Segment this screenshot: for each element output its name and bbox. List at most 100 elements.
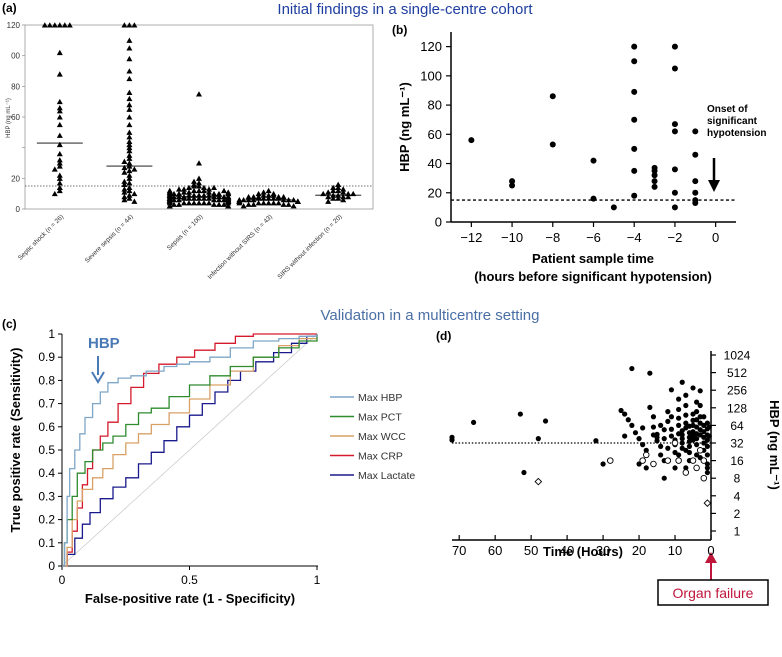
panel-d-point	[676, 422, 682, 428]
panel-d-point	[647, 404, 653, 411]
panel-d-open-diamond	[703, 499, 712, 507]
panel-a-point	[265, 192, 272, 198]
panel-d-arrow-head-icon	[705, 552, 717, 563]
panel-a-point	[250, 201, 257, 207]
panel-a-point	[181, 186, 187, 192]
panel-a-point	[206, 186, 212, 192]
panel-a-point	[56, 180, 63, 186]
panel-a-point	[51, 190, 58, 197]
panel-b-point	[631, 43, 638, 50]
panel-d-point	[668, 414, 675, 420]
panel-b-point	[692, 200, 699, 206]
panel-a-point	[196, 175, 202, 181]
legend-label: Max CRP	[358, 451, 403, 463]
panel-d-point	[686, 423, 693, 429]
legend-label: Max PCT	[358, 412, 402, 424]
panel-a-point	[255, 190, 262, 197]
panel-b-ytick-label: 120	[420, 39, 442, 54]
panel-a-point	[171, 190, 177, 197]
panel-b-point	[651, 167, 658, 174]
roc-line-max-pct	[62, 334, 318, 567]
panel-a-point	[126, 175, 133, 181]
panel-d-point	[676, 431, 682, 437]
panel-b-point	[590, 157, 597, 164]
panel-b-xtick-label: −10	[501, 230, 523, 245]
panel-a-point	[221, 197, 227, 203]
panel-d-open-point	[700, 474, 708, 482]
legend-label: Max Lactate	[358, 470, 415, 482]
panel-d-point	[683, 402, 689, 409]
panel-a-point	[280, 193, 287, 200]
panel-d-ytick-label: 32	[730, 437, 744, 451]
panel-b-point	[692, 151, 699, 158]
panel-d-point	[694, 424, 700, 430]
panel-d-point	[629, 365, 635, 372]
panel-b-xtick-label: −6	[586, 230, 601, 245]
panel-a-ytick-label: 00	[11, 52, 20, 61]
panel-a-point	[126, 45, 133, 51]
panel-a-point	[171, 201, 177, 207]
panel-c-label: (c)	[2, 317, 17, 331]
panel-b-point	[631, 145, 638, 152]
panel-a-point	[225, 203, 232, 209]
panel-a-point	[191, 200, 197, 206]
panel-a-point	[56, 151, 63, 157]
panel-a-point	[56, 105, 63, 111]
panel-b-point	[692, 189, 699, 196]
panel-a-point	[126, 187, 133, 194]
top-header: Initial findings in a single-centre coho…	[277, 1, 533, 18]
panel-d-point	[658, 443, 664, 449]
panel-a-point	[340, 197, 347, 203]
panel-a-point	[186, 189, 192, 195]
panel-d-point	[650, 432, 657, 438]
panel-a-point	[236, 197, 243, 203]
panel-a-point	[126, 180, 133, 186]
panel-d-point	[470, 419, 477, 426]
panel-a-point	[56, 71, 63, 77]
panel-d-point	[650, 424, 657, 430]
panel-b-point	[671, 121, 678, 128]
panel-c-diagonal	[61, 333, 318, 567]
panel-a-point	[56, 187, 63, 194]
panel-d-xtick-label: 10	[668, 543, 682, 558]
panel-b-arrow-head-icon	[708, 180, 720, 192]
panel-d-point	[704, 469, 711, 476]
panel-a-point	[46, 22, 53, 28]
panel-a-point	[340, 186, 347, 192]
panel-a-point	[260, 189, 267, 195]
panel-a-point	[201, 187, 207, 194]
panel-d-xtick-label: 40	[560, 543, 574, 558]
panel-c-ytick-label: 0.6	[38, 420, 55, 434]
panel-a-point	[345, 193, 352, 200]
panel-a-point	[290, 203, 297, 209]
panel-a-point	[131, 22, 138, 28]
panel-b-point	[549, 141, 556, 148]
panel-b-xlabel: Patient sample time	[532, 251, 654, 266]
panel-d-point	[650, 414, 657, 420]
panel-a-ytick-label: 0	[16, 205, 21, 214]
panel-d-ytick-label: 512	[727, 366, 747, 380]
panel-d-point	[694, 417, 700, 423]
panel-a-point	[126, 167, 133, 174]
panel-d-open-point	[696, 447, 704, 454]
panel-d-ytick-label: 2	[734, 507, 741, 521]
panel-b-point	[631, 192, 638, 199]
panel-a-point	[196, 180, 202, 186]
panel-b-point	[468, 137, 475, 144]
panel-b-label: (b)	[392, 23, 407, 37]
panel-a-label: (a)	[2, 1, 17, 15]
panel-d-point	[665, 445, 671, 451]
panel-d-open-point	[650, 460, 657, 468]
panel-d-open-point	[689, 457, 697, 464]
panel-d-point	[704, 420, 711, 426]
panel-b-ytick-label: 80	[428, 98, 442, 113]
panel-d-point	[694, 442, 700, 448]
panel-d-point	[697, 402, 703, 409]
panel-a-ytick-label: 60	[11, 113, 20, 122]
panel-c-chart: True positive rate (Sensitivity) False-p…	[8, 327, 415, 606]
panel-d-point	[697, 388, 703, 394]
panel-d-point	[701, 440, 707, 446]
panel-b-xtick-label: 0	[712, 230, 719, 245]
panel-a-point	[51, 166, 58, 172]
